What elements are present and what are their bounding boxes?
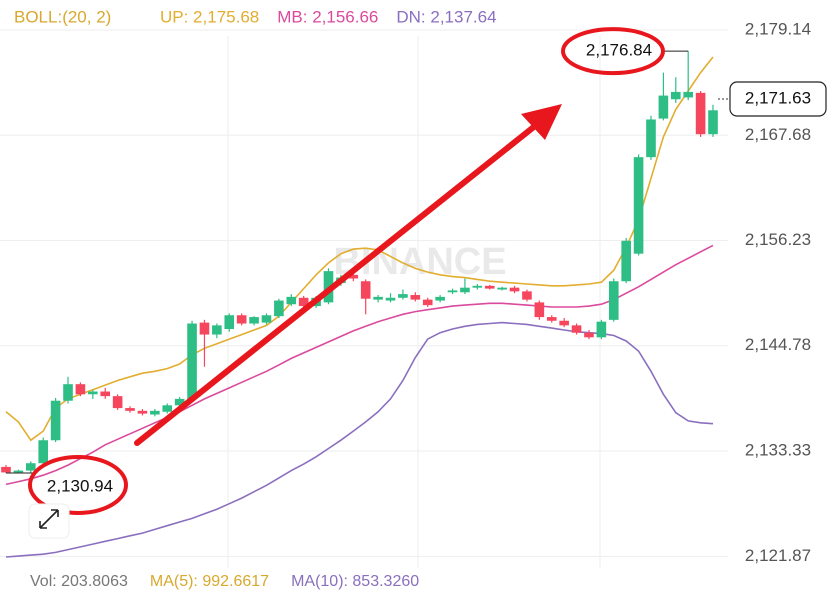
plot [0, 29, 728, 558]
candle-body [670, 91, 681, 100]
legend-entry: UP: 2,175.68 [160, 7, 259, 26]
candle-body [1, 466, 11, 473]
candle-body [695, 92, 706, 135]
candle-body [199, 322, 210, 335]
candle-body [646, 119, 656, 158]
y-tick-label: 2,133.33 [745, 440, 811, 459]
candle-body [422, 299, 433, 306]
candle-body [100, 391, 111, 397]
candle-body [261, 315, 272, 323]
candle-body [708, 110, 718, 135]
last-price-label: 2,171.63 [745, 88, 811, 107]
candle-body [398, 294, 408, 298]
candle-body [63, 384, 73, 401]
y-tick-label: 2,144.78 [745, 335, 811, 354]
candle-body [484, 285, 495, 289]
candle-body [174, 398, 185, 406]
footer-stat: MA(10): 853.3260 [291, 573, 419, 590]
band-line [5, 56, 714, 442]
candle-body [571, 325, 582, 333]
candle-body [596, 321, 607, 338]
candle-body [683, 91, 693, 98]
candle-body [224, 315, 235, 330]
candle-body [137, 410, 148, 414]
candle-body [497, 287, 507, 290]
candle-body [298, 297, 309, 307]
candle-body [348, 274, 359, 279]
expand-icon [28, 503, 70, 539]
candle-body [236, 315, 247, 324]
candle-body [621, 240, 631, 282]
candle-body [112, 396, 123, 409]
candle-body [150, 410, 160, 415]
candle-body [13, 470, 24, 473]
candle-body [38, 440, 49, 464]
candle-body [249, 317, 259, 324]
icon-arrows [39, 509, 59, 529]
candle-body [584, 332, 594, 338]
band-line [5, 321, 714, 558]
candle-body [88, 391, 98, 395]
candle-body [546, 317, 557, 321]
candle-body [472, 285, 483, 288]
header: BOLL:(20, 2) UP: 2,175.68 MB: 2,156.66 DN:… [14, 7, 497, 26]
arrow-shaft [134, 119, 543, 446]
last-price-box [729, 81, 827, 117]
candle-body [410, 295, 421, 300]
candle-body [447, 290, 458, 293]
candle-body [658, 95, 669, 119]
highlight-ellipse [561, 27, 665, 76]
candle-body [509, 287, 520, 292]
y-tick-label: 2,179.14 [745, 19, 811, 38]
max-label: 2,176.84 [586, 41, 652, 60]
min-label: 2,130.94 [47, 476, 113, 495]
footer-stat: Vol: 203.8063 [30, 573, 128, 590]
candle-body [608, 281, 619, 320]
y-tick-label: 2,167.68 [745, 125, 811, 144]
candle-body [373, 296, 383, 300]
candle-body [75, 384, 86, 395]
candle-body [435, 296, 445, 301]
arrow-head [521, 104, 562, 140]
candle-body [26, 463, 36, 471]
candle-body [50, 400, 61, 441]
candle-body [360, 281, 371, 299]
candle-body [522, 291, 532, 300]
candle-body [187, 323, 197, 399]
candle-body [212, 325, 222, 335]
legend-entry: DN: 2,137.64 [396, 7, 496, 26]
candle-body [125, 408, 135, 411]
legend-entry: MB: 2,156.66 [277, 7, 378, 26]
candle-body [286, 296, 297, 305]
indicator-label: BOLL:(20, 2) [14, 7, 111, 26]
highlight-ellipse [28, 454, 128, 515]
trend-arrow [134, 104, 562, 446]
candle-body [559, 320, 569, 326]
band-line [5, 244, 714, 486]
candle-body [460, 287, 470, 293]
footer-stat: MA(5): 992.6617 [150, 573, 269, 590]
y-tick-label: 2,121.87 [745, 546, 811, 565]
candle-body [274, 300, 284, 317]
grid [227, 36, 601, 568]
candle-body [162, 405, 173, 412]
icon-box [28, 503, 70, 539]
y-tick-label: 2,156.23 [745, 230, 811, 249]
candle-body [534, 302, 545, 318]
candle-body [633, 157, 644, 254]
overlay: 2,176.84 2,130.94 2,171.63 [6, 27, 827, 515]
candle-body [385, 297, 396, 301]
footer: Vol: 203.8063 MA(5): 992.6617 MA(10): 853.… [30, 573, 419, 590]
